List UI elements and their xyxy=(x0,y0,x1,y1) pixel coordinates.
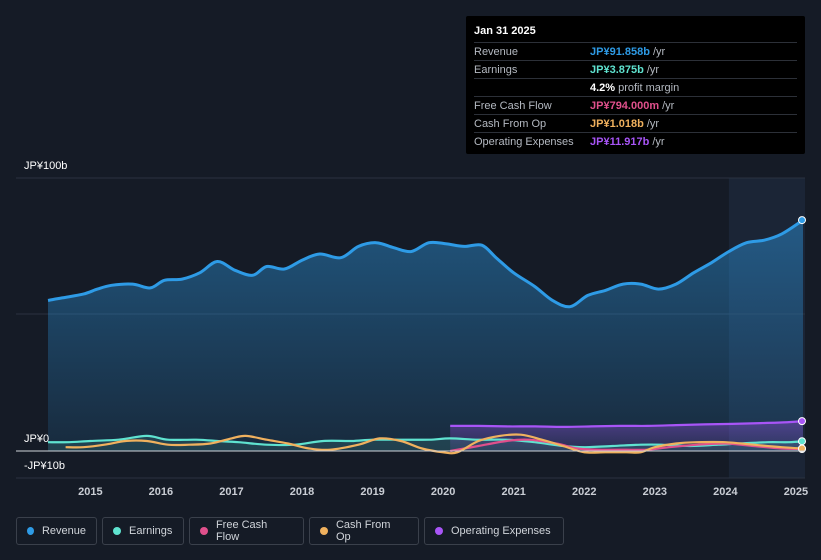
tooltip-row-fcf: Free Cash Flow JP¥794.000m /yr xyxy=(474,96,797,114)
tooltip-value: JP¥794.000m xyxy=(590,99,660,112)
earnings-area xyxy=(48,435,803,451)
y-label-zero: JP¥0 xyxy=(24,433,50,445)
legend-dot-icon xyxy=(435,527,443,535)
tooltip-value: JP¥91.858b xyxy=(590,45,650,58)
tooltip-row-opex: Operating Expenses JP¥11.917b /yr xyxy=(474,132,797,150)
tooltip-unit: /yr xyxy=(652,45,666,58)
operating-expenses-line xyxy=(450,420,804,428)
revenue-area xyxy=(48,220,803,451)
legend-label: Earnings xyxy=(129,525,173,537)
operating-expenses-end-point xyxy=(798,417,806,426)
legend-label: Operating Expenses xyxy=(451,525,551,537)
tooltip-row-earnings: Earnings JP¥3.875b /yr xyxy=(474,60,797,78)
tooltip-unit: /yr xyxy=(652,135,665,148)
tooltip-unit: /yr xyxy=(646,117,660,130)
tooltip-label: Operating Expenses xyxy=(474,135,574,148)
legend-cash-from-op[interactable]: Cash From Op xyxy=(309,517,419,545)
x-tick-label: 2017 xyxy=(219,486,243,498)
revenue-end-point xyxy=(798,216,806,225)
tooltip-value: JP¥3.875b xyxy=(590,63,644,76)
tooltip-date: Jan 31 2025 xyxy=(474,25,536,37)
tooltip-row-margin: 4.2% profit margin xyxy=(474,78,797,96)
tooltip-unit: /yr xyxy=(662,99,675,112)
x-tick-label: 2015 xyxy=(78,486,102,498)
x-tick-label: 2018 xyxy=(290,486,314,498)
legend-dot-icon xyxy=(113,527,121,535)
x-tick-label: 2016 xyxy=(149,486,173,498)
x-tick-label: 2022 xyxy=(572,486,596,498)
tooltip-unit: profit margin xyxy=(618,81,680,94)
y-label-bottom: -JP¥10b xyxy=(24,460,65,472)
x-tick-label: 2023 xyxy=(643,486,667,498)
legend-free-cash-flow[interactable]: Free Cash Flow xyxy=(189,517,304,545)
tooltip-value: JP¥11.917b xyxy=(590,135,650,148)
y-label-top: JP¥100b xyxy=(24,160,68,172)
tooltip-label: Cash From Op xyxy=(474,117,547,130)
tooltip-row-revenue: Revenue JP¥91.858b /yr xyxy=(474,42,797,60)
tooltip-label: Free Cash Flow xyxy=(474,99,552,112)
tooltip-row-cfo: Cash From Op JP¥1.018b /yr xyxy=(474,114,797,132)
tooltip-label: Revenue xyxy=(474,45,519,58)
x-tick-label: 2019 xyxy=(360,486,384,498)
earnings-end-point xyxy=(798,437,806,446)
legend-label: Free Cash Flow xyxy=(215,519,268,543)
x-tick-label: 2020 xyxy=(431,486,455,498)
legend-earnings[interactable]: Earnings xyxy=(102,517,184,545)
tooltip-value: 4.2% xyxy=(590,81,616,94)
legend-dot-icon xyxy=(320,527,328,535)
x-tick-label: 2025 xyxy=(784,486,808,498)
x-tick-label: 2024 xyxy=(713,486,738,498)
legend-operating-expenses[interactable]: Operating Expenses xyxy=(424,517,564,545)
revenue-line xyxy=(47,218,804,309)
legend-label: Cash From Op xyxy=(335,519,391,543)
legend-dot-icon xyxy=(200,527,208,535)
cash-from-op-end-point xyxy=(798,444,806,453)
tooltip-unit: /yr xyxy=(646,63,660,76)
x-tick-label: 2021 xyxy=(501,486,525,498)
legend-revenue[interactable]: Revenue xyxy=(16,517,97,545)
tooltip-value: JP¥1.018b xyxy=(590,117,644,130)
free-cash-flow-line xyxy=(450,438,804,453)
legend-label: Revenue xyxy=(41,525,86,537)
legend-dot-icon xyxy=(27,527,34,535)
tooltip-label: Earnings xyxy=(474,63,518,76)
data-tooltip: Jan 31 2025 Revenue JP¥91.858b /yr Earni… xyxy=(466,16,805,154)
